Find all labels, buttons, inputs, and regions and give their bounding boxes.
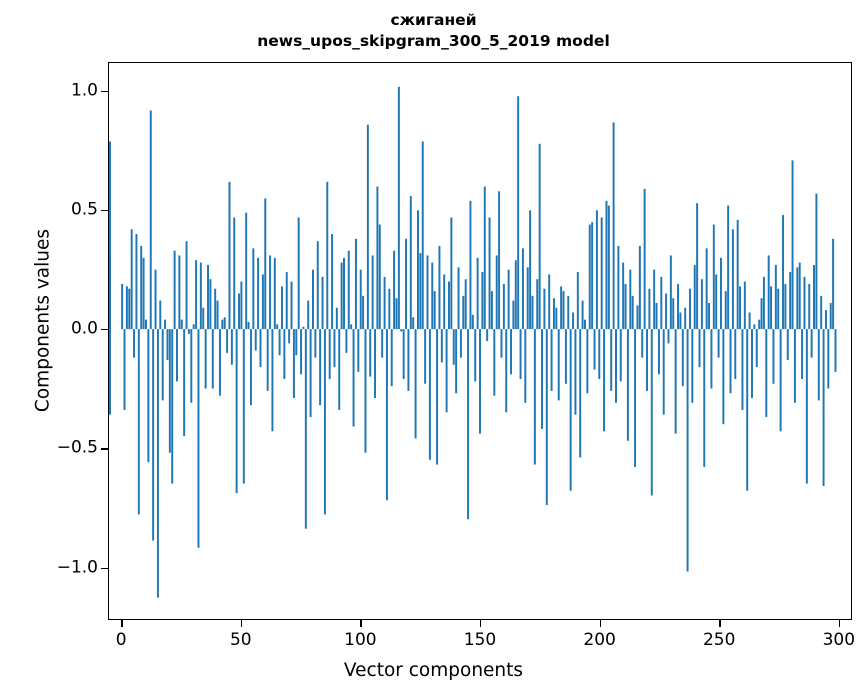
y-axis-tick-mark [101,90,108,92]
x-axis-label: Vector components [343,660,524,681]
y-axis-tick-label: −0.5 [56,437,98,458]
x-axis-tick-label: 100 [344,630,377,650]
chart-title: сжиганей news_upos_skipgram_300_5_2019 m… [0,10,867,52]
y-axis-tick-mark [101,329,108,331]
y-axis-tick-mark [101,209,108,212]
x-axis-tick-label: 250 [702,630,736,650]
x-axis-tick-label: 200 [583,630,616,650]
y-axis-tick-labels: 1.0 0.5 0.0 −0.5 −1.0 [40,62,98,620]
y-axis-tick-mark [101,567,108,569]
y-axis-tick-label: −1.0 [56,557,98,578]
x-axis-tick-label: 300 [822,630,856,650]
y-axis-tick-label: 0.0 [70,318,98,339]
x-axis-tick-mark [121,620,123,627]
x-axis-tick-mark [838,620,841,627]
y-axis-tick-label: 0.5 [70,199,98,220]
x-axis-tick-mark [360,620,362,627]
x-axis-tick-mark [480,620,482,627]
y-axis-label: Components values [32,228,54,413]
x-axis-tick-label: 50 [229,630,252,650]
x-axis-tick-mark [599,620,601,627]
x-axis-tick-marks [0,620,867,630]
y-axis-tick-label: 1.0 [70,80,98,101]
x-axis-tick-mark [719,620,721,627]
chart-title-line2: news_upos_skipgram_300_5_2019 model [257,32,610,50]
x-axis-tick-mark [240,620,243,627]
x-axis-tick-label: 150 [463,630,497,650]
y-axis-tick-mark [101,448,108,450]
x-axis-tick-labels: 0 50 100 150 200 250 300 [0,630,867,654]
x-axis-tick-label: 0 [115,630,127,650]
bar-series-canvas [109,86,837,598]
chart-title-line1: сжиганей [390,11,477,29]
plot-axes [108,62,852,620]
